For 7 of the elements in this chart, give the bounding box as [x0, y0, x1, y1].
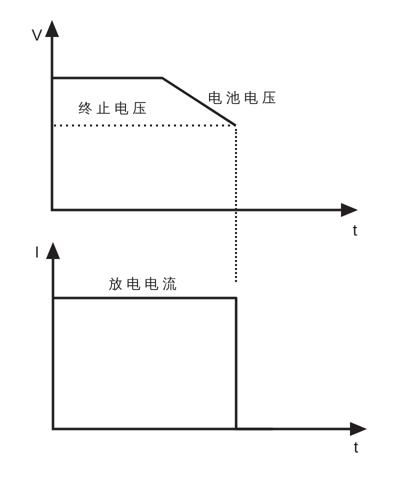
series-label: 电池电压 — [208, 90, 280, 106]
x-axis-title: t — [352, 222, 358, 240]
ref-line-label: 终止电压 — [78, 101, 150, 118]
series-label: 放电电流 — [108, 276, 181, 293]
y-axis-title: I — [34, 244, 40, 262]
x-axis-title: t — [354, 439, 359, 456]
y-axis-title: V — [32, 27, 43, 44]
